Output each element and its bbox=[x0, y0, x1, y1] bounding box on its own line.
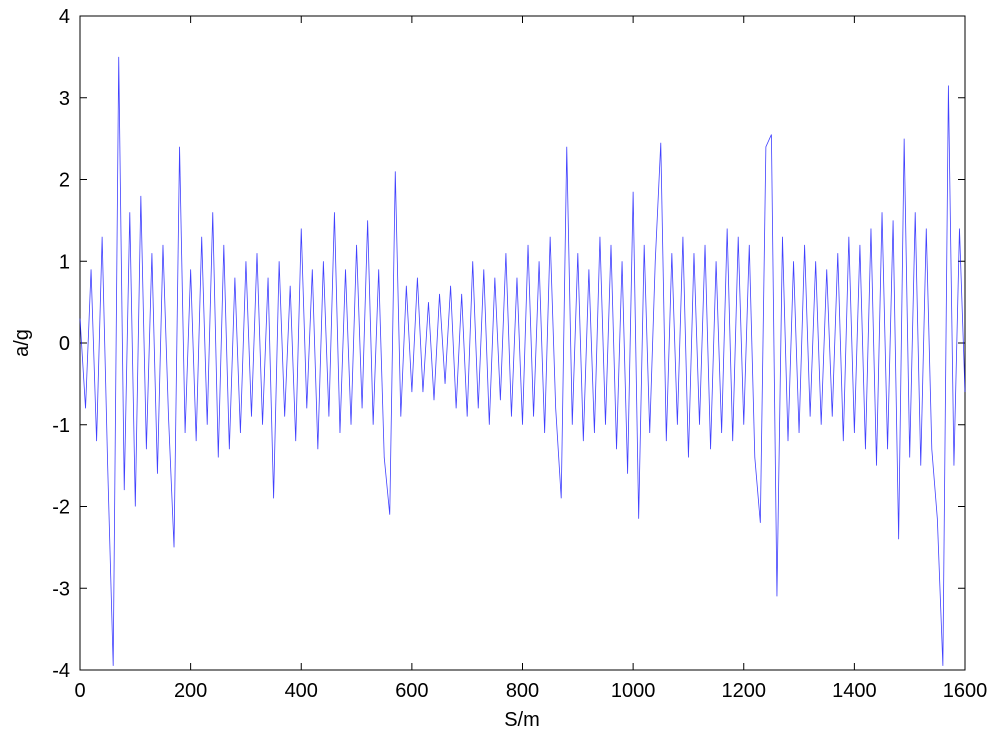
x-tick-label: 600 bbox=[395, 680, 428, 702]
y-axis-label: a/g bbox=[11, 329, 33, 357]
y-tick-label: 0 bbox=[59, 333, 70, 355]
y-tick-label: 2 bbox=[59, 170, 70, 192]
x-tick-label: 1000 bbox=[611, 680, 656, 702]
signal-line bbox=[79, 56, 966, 666]
x-axis-label: S/m bbox=[504, 709, 540, 731]
y-tick-label: 1 bbox=[59, 251, 70, 273]
x-tick-label: 800 bbox=[506, 680, 539, 702]
x-tick-label: 400 bbox=[285, 680, 318, 702]
y-tick-label: -4 bbox=[52, 660, 70, 682]
y-tick-label: 4 bbox=[59, 6, 70, 28]
x-tick-label: 1200 bbox=[722, 680, 767, 702]
y-tick-label: -3 bbox=[52, 578, 70, 600]
y-tick-label: -1 bbox=[52, 415, 70, 437]
y-tick-label: 3 bbox=[59, 88, 70, 110]
x-tick-label: 1600 bbox=[943, 680, 988, 702]
y-tick-label: -2 bbox=[52, 497, 70, 519]
x-tick-label: 200 bbox=[174, 680, 207, 702]
x-tick-label: 1400 bbox=[832, 680, 877, 702]
x-tick-label: 0 bbox=[74, 680, 85, 702]
